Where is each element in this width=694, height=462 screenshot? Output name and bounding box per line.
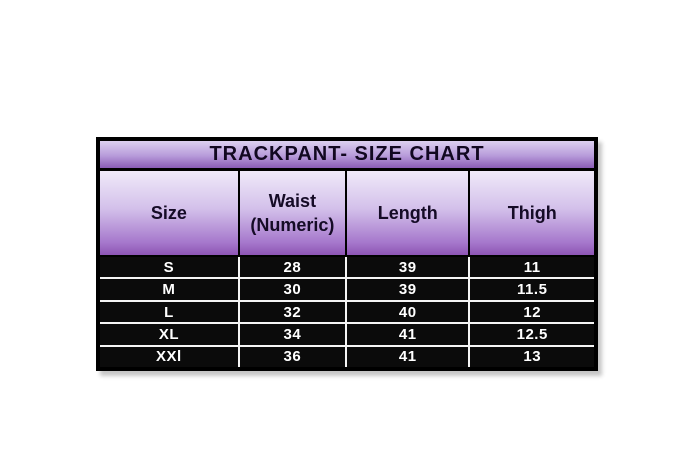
cell-thigh: 12 xyxy=(470,301,594,323)
table-row-s: S 28 39 11 xyxy=(100,257,594,280)
cell-size: L xyxy=(100,301,240,323)
cell-size: XXl xyxy=(100,346,240,368)
cell-thigh: 11.5 xyxy=(470,279,594,300)
table-header-row: Size Waist (Numeric) Length Thigh xyxy=(100,171,594,257)
chart-title: TRACKPANT- SIZE CHART xyxy=(100,141,594,171)
table-row-l: L 32 40 12 xyxy=(100,301,594,325)
cell-waist: 28 xyxy=(239,257,347,278)
size-chart-table: TRACKPANT- SIZE CHART Size Waist (Numeri… xyxy=(96,137,598,371)
table-row-m: M 30 39 11.5 xyxy=(100,279,594,302)
cell-size: XL xyxy=(100,324,240,345)
cell-length: 41 xyxy=(346,346,471,368)
table-row-xl: XL 34 41 12.5 xyxy=(100,324,594,347)
cell-waist: 36 xyxy=(239,346,347,368)
cell-thigh: 11 xyxy=(470,257,594,278)
column-header-waist: Waist (Numeric) xyxy=(239,171,347,255)
column-header-thigh: Thigh xyxy=(470,171,594,255)
cell-waist: 30 xyxy=(239,279,347,300)
cell-size: S xyxy=(100,257,240,278)
cell-thigh: 12.5 xyxy=(470,324,594,345)
cell-size: M xyxy=(100,279,240,300)
table-row-xxl: XXl 36 41 13 xyxy=(100,346,594,368)
cell-waist: 34 xyxy=(239,324,347,345)
cell-length: 41 xyxy=(346,324,471,345)
column-header-length: Length xyxy=(346,171,471,255)
table-body: S 28 39 11 M 30 39 11.5 L 32 40 12 XL 34… xyxy=(100,257,594,368)
column-header-size: Size xyxy=(100,171,240,255)
cell-length: 40 xyxy=(346,301,471,323)
cell-length: 39 xyxy=(346,257,471,278)
cell-length: 39 xyxy=(346,279,471,300)
cell-waist: 32 xyxy=(239,301,347,323)
cell-thigh: 13 xyxy=(470,346,594,368)
